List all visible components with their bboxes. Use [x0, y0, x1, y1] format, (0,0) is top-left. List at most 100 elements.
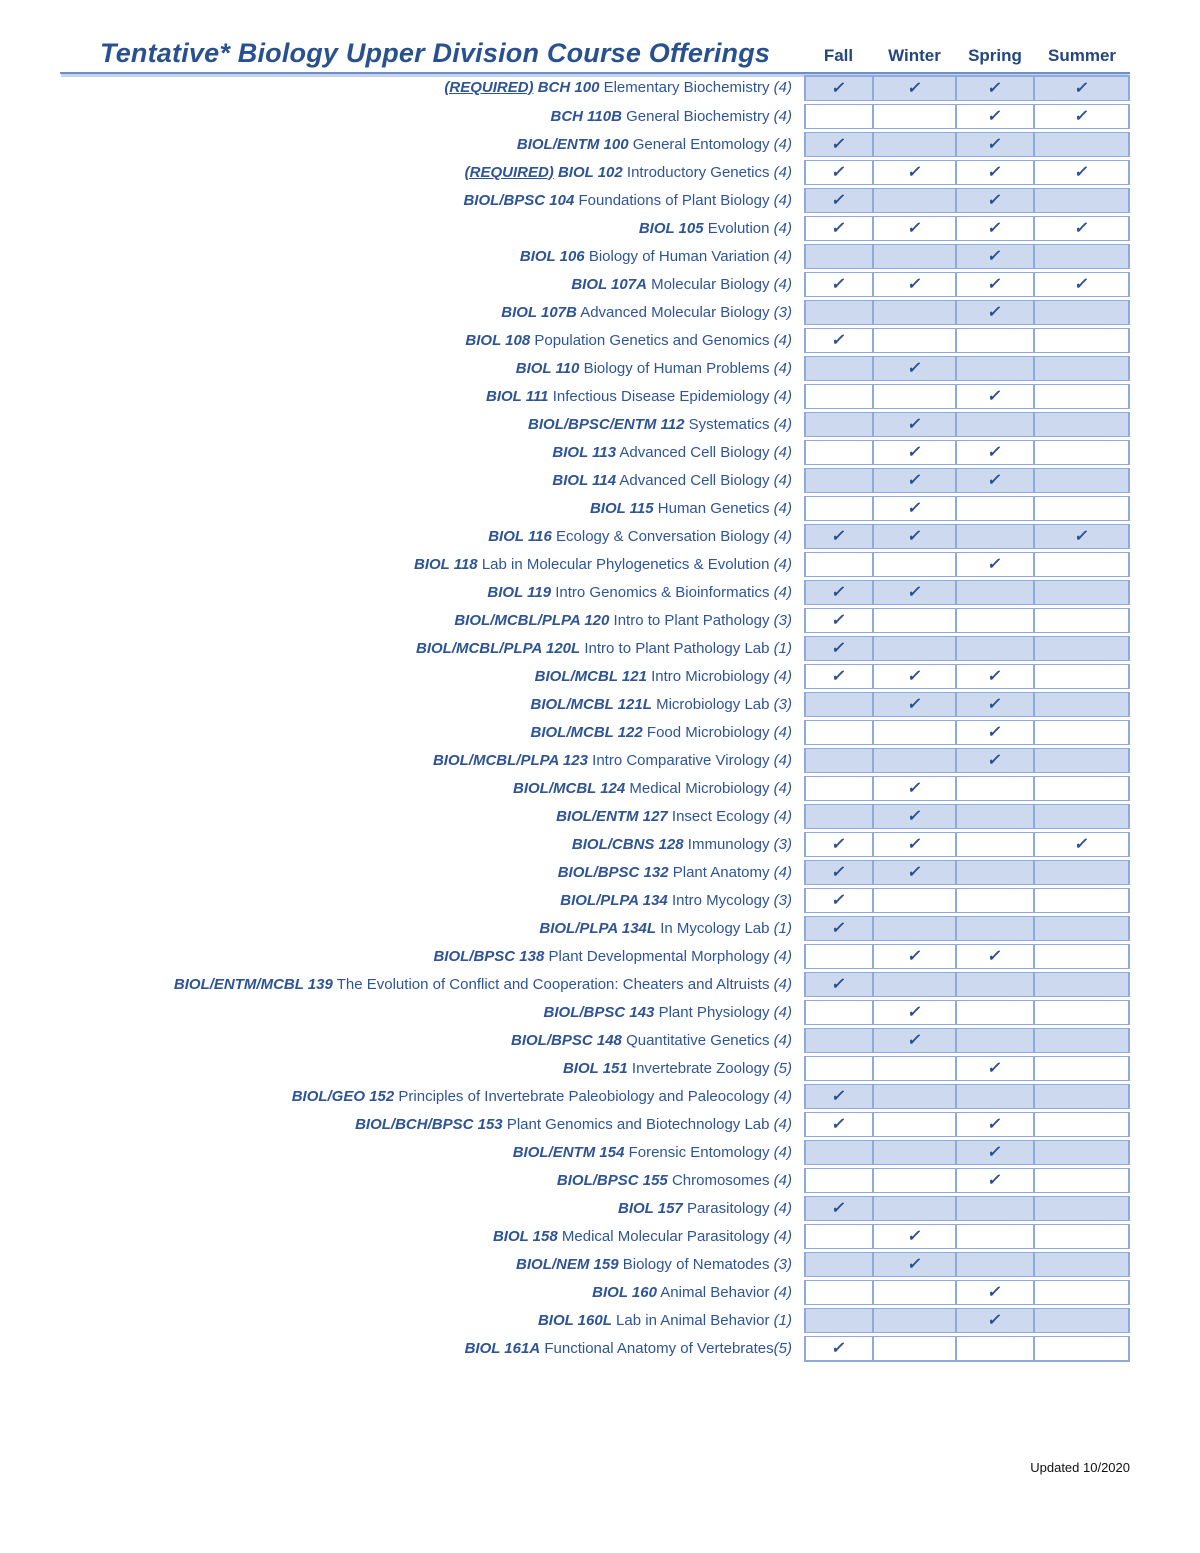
course-row: BIOL 160 Animal Behavior (4) ✓ [60, 1280, 1130, 1305]
checkmark-icon: ✓ [905, 276, 924, 293]
cell-fall [804, 300, 873, 325]
cell-summer [1034, 636, 1130, 661]
course-name: BIOL 108 Population Genetics and Genomic… [60, 328, 804, 353]
course-code: BIOL/GEO 152 [291, 1087, 395, 1105]
course-title: Lab in Molecular Phylogenetics & Evoluti… [481, 555, 770, 573]
cell-spring [956, 496, 1034, 521]
cell-winter [873, 244, 956, 269]
cell-fall [804, 468, 873, 493]
checkmark-icon: ✓ [830, 584, 848, 601]
cell-spring: ✓ [956, 748, 1034, 773]
course-name: BIOL 116 Ecology & Conversation Biology … [60, 524, 804, 549]
checkmark-icon: ✓ [986, 80, 1004, 97]
course-code: BIOL/BPSC 138 [433, 947, 545, 965]
course-title: Medical Microbiology [629, 779, 770, 797]
cell-spring: ✓ [956, 1308, 1034, 1333]
course-title: Biology of Nematodes [622, 1255, 770, 1273]
course-row: BIOL 151 Invertebrate Zoology (5) ✓ [60, 1056, 1130, 1081]
course-code: BIOL 108 [465, 331, 531, 349]
cell-winter: ✓ [873, 524, 956, 549]
checkmark-icon: ✓ [905, 1004, 924, 1021]
course-name: BIOL/MCBL 121 Intro Microbiology (4) [60, 664, 804, 689]
checkmark-icon: ✓ [905, 444, 924, 461]
course-title: Foundations of Plant Biology [578, 191, 770, 209]
checkmark-icon: ✓ [905, 584, 924, 601]
course-code: BIOL/MCBL 121L [530, 695, 652, 713]
course-title: Intro to Plant Pathology [613, 611, 770, 629]
course-title: Intro to Plant Pathology Lab [584, 639, 770, 657]
checkmark-icon: ✓ [830, 136, 848, 153]
course-row: BIOL/BPSC/ENTM 112 Systematics (4) ✓ [60, 412, 1130, 437]
course-name: BIOL 160 Animal Behavior (4) [60, 1280, 804, 1305]
cell-winter [873, 972, 956, 997]
course-code: BIOL/PLPA 134L [539, 919, 657, 937]
cell-winter: ✓ [873, 832, 956, 857]
cell-fall [804, 1000, 873, 1025]
cell-spring: ✓ [956, 552, 1034, 577]
cell-spring: ✓ [956, 216, 1034, 241]
checkmark-icon: ✓ [905, 780, 924, 797]
course-credits: (4) [773, 275, 792, 293]
course-title: Elementary Biochemistry [603, 79, 770, 96]
cell-spring [956, 1252, 1034, 1277]
course-row: BIOL 107A Molecular Biology (4) ✓ ✓ ✓ ✓ [60, 272, 1130, 297]
checkmark-icon: ✓ [905, 500, 924, 517]
document-content: Tentative* Biology Upper Division Course… [60, 38, 1130, 1365]
course-row: BIOL 105 Evolution (4) ✓ ✓ ✓ ✓ [60, 216, 1130, 241]
course-credits: (4) [773, 1199, 792, 1217]
course-row: BIOL/PLPA 134L In Mycology Lab (1) ✓ [60, 916, 1130, 941]
course-row: BIOL 108 Population Genetics and Genomic… [60, 328, 1130, 353]
course-credits: (3) [773, 303, 792, 321]
cell-fall: ✓ [804, 636, 873, 661]
checkmark-icon: ✓ [986, 1144, 1004, 1161]
course-code: BIOL/PLPA 134 [560, 891, 668, 909]
cell-fall: ✓ [804, 328, 873, 353]
cell-winter: ✓ [873, 1224, 956, 1249]
cell-summer [1034, 1000, 1130, 1025]
course-row: BIOL 118 Lab in Molecular Phylogenetics … [60, 552, 1130, 577]
cell-summer [1034, 1308, 1130, 1333]
checkmark-icon: ✓ [830, 1200, 848, 1217]
checkmark-icon: ✓ [905, 668, 924, 685]
course-credits: (5) [773, 1059, 792, 1077]
cell-spring: ✓ [956, 1280, 1034, 1305]
cell-winter [873, 328, 956, 353]
cell-summer [1034, 1056, 1130, 1081]
course-code: BIOL/CBNS 128 [571, 835, 684, 853]
course-title: Animal Behavior [660, 1283, 770, 1301]
checkmark-icon: ✓ [830, 612, 848, 629]
cell-spring [956, 524, 1034, 549]
course-code: BIOL 158 [492, 1227, 558, 1245]
course-name: BIOL/MCBL/PLPA 123 Intro Comparative Vir… [60, 748, 804, 773]
course-credits: (4) [773, 1283, 792, 1301]
course-name: BIOL 110 Biology of Human Problems (4) [60, 356, 804, 381]
cell-winter [873, 132, 956, 157]
cell-summer [1034, 1280, 1130, 1305]
course-name: BIOL/BPSC 104 Foundations of Plant Biolo… [60, 188, 804, 213]
checkmark-icon: ✓ [830, 1116, 848, 1133]
course-row: BIOL/MCBL 121 Intro Microbiology (4) ✓ ✓… [60, 664, 1130, 689]
cell-fall: ✓ [804, 888, 873, 913]
course-credits: (4) [773, 499, 792, 517]
cell-summer [1034, 440, 1130, 465]
course-code: BCH 100 [537, 79, 600, 96]
course-code: BIOL/MCBL 122 [530, 723, 643, 741]
checkmark-icon: ✓ [830, 640, 848, 657]
checkmark-icon: ✓ [830, 80, 848, 97]
course-code: BIOL 107B [501, 303, 577, 321]
course-title: Advanced Cell Biology [619, 471, 770, 489]
course-code: BIOL 160L [537, 1311, 612, 1329]
course-row: BIOL/MCBL/PLPA 120L Intro to Plant Patho… [60, 636, 1130, 661]
cell-winter: ✓ [873, 496, 956, 521]
checkmark-icon: ✓ [830, 1088, 848, 1105]
checkmark-icon: ✓ [986, 696, 1004, 713]
cell-summer [1034, 580, 1130, 605]
cell-winter: ✓ [873, 804, 956, 829]
cell-fall [804, 776, 873, 801]
checkmark-icon: ✓ [905, 808, 924, 825]
course-code: BIOL 113 [552, 443, 617, 461]
cell-winter [873, 1112, 956, 1137]
cell-spring: ✓ [956, 244, 1034, 269]
checkmark-icon: ✓ [905, 360, 924, 377]
